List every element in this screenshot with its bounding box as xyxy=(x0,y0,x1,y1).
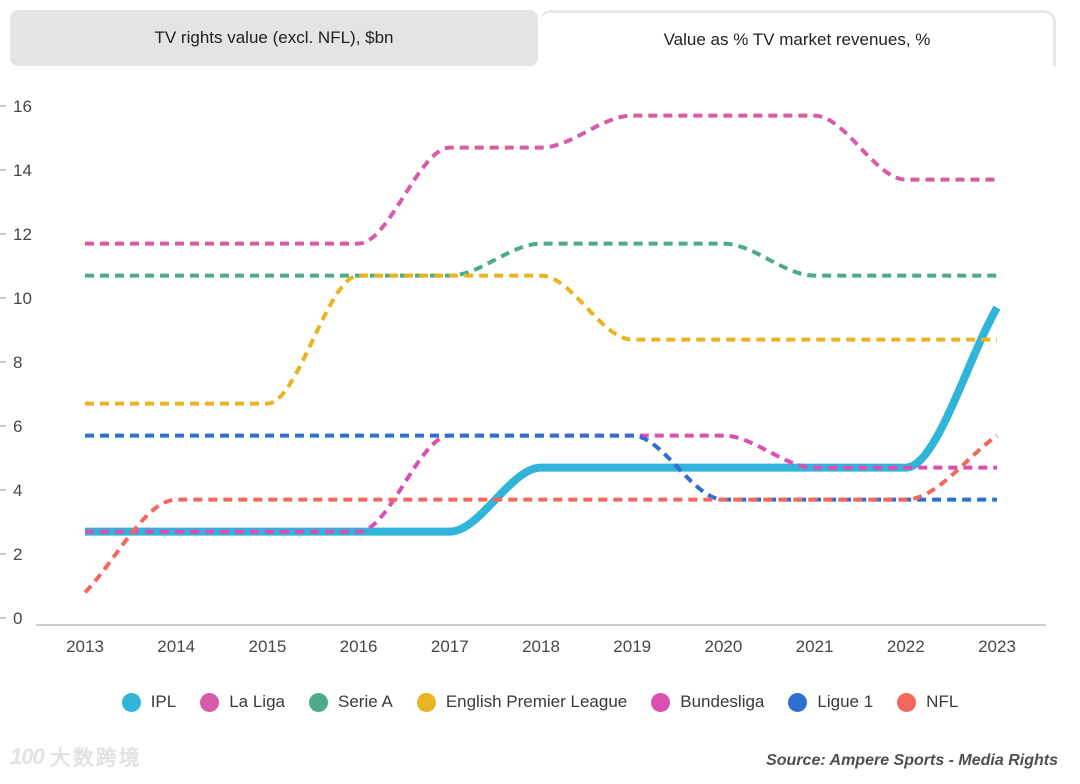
legend: IPL La Liga Serie A English Premier League B… xyxy=(0,684,1080,720)
legend-item-ipl[interactable]: IPL xyxy=(121,692,177,712)
y-tick-label: 16 xyxy=(13,97,32,116)
legend-dot-nfl xyxy=(897,692,917,712)
legend-label: Ligue 1 xyxy=(817,692,874,711)
tab-bar: TV rights value (excl. NFL), $bn Value a… xyxy=(0,0,1080,66)
watermark-logo: 100 xyxy=(10,744,45,769)
legend-item-bundesliga[interactable]: Bundesliga xyxy=(651,692,764,712)
series-line-bundesliga xyxy=(85,433,997,534)
x-tick-label: 2014 xyxy=(157,637,195,656)
y-tick-label: 0 xyxy=(13,609,22,628)
series-line-nfl xyxy=(83,433,999,594)
x-tick-label: 2019 xyxy=(613,637,651,656)
legend-item-serie-a[interactable]: Serie A xyxy=(309,692,393,712)
series-line-la-liga xyxy=(84,113,998,246)
y-tick-label: 12 xyxy=(13,225,32,244)
legend-dot-english-premier-league xyxy=(416,692,436,712)
legend-label: NFL xyxy=(926,692,959,711)
x-tick-label: 2020 xyxy=(704,637,742,656)
legend-label: Bundesliga xyxy=(680,692,765,711)
x-tick-label: 2021 xyxy=(796,637,834,656)
y-tick-label: 4 xyxy=(13,481,22,500)
legend-dot-ipl xyxy=(121,692,141,712)
chart-area: 0 2 4 6 8 10 12 14 16 2013 2014 2015 2016 2017 2018 201… xyxy=(0,66,1080,658)
legend-item-english-premier-league[interactable]: English Premier League xyxy=(416,692,628,712)
tab-tv-rights-value[interactable]: TV rights value (excl. NFL), $bn xyxy=(10,10,538,66)
series-line-serie-a xyxy=(85,241,998,278)
legend-label: La Liga xyxy=(229,692,285,711)
line-chart: 0 2 4 6 8 10 12 14 16 2013 2014 2015 2016 2017 2018 201… xyxy=(0,97,1046,656)
legend-label: English Premier League xyxy=(445,692,628,711)
legend-dot-la-liga xyxy=(200,692,220,712)
y-tick-label: 10 xyxy=(13,289,32,308)
legend-item-la-liga[interactable]: La Liga xyxy=(200,692,285,712)
tab-label: Value as % TV market revenues, % xyxy=(663,29,931,49)
watermark: 100 大数跨境 xyxy=(10,742,142,772)
legend-item-nfl[interactable]: NFL xyxy=(897,692,958,712)
x-tick-label: 2018 xyxy=(522,637,560,656)
legend-label: Serie A xyxy=(338,692,393,711)
legend-dot-serie-a xyxy=(309,692,328,712)
x-tick-label: 2023 xyxy=(978,637,1016,656)
y-tick-label: 6 xyxy=(13,417,22,436)
y-tick-label: 14 xyxy=(13,161,32,180)
legend-dot-bundesliga xyxy=(651,692,671,712)
legend-label: IPL xyxy=(150,692,177,711)
watermark-text: 大数跨境 xyxy=(49,747,142,770)
y-tick-label: 2 xyxy=(13,545,22,564)
y-tick-label: 8 xyxy=(13,353,22,372)
x-tick-label: 2022 xyxy=(887,637,925,656)
x-tick-label: 2017 xyxy=(431,637,469,656)
legend-item-ligue-1[interactable]: Ligue 1 xyxy=(788,692,873,712)
x-tick-label: 2013 xyxy=(66,637,104,656)
series-line-english-premier-league xyxy=(85,273,998,406)
tab-label: TV rights value (excl. NFL), $bn xyxy=(154,28,394,47)
legend-dot-ligue-1 xyxy=(788,692,808,712)
x-tick-label: 2016 xyxy=(340,637,378,656)
x-tick-label: 2015 xyxy=(248,637,286,656)
series-line-ligue-1 xyxy=(85,433,997,502)
tab-value-percent-tv-market[interactable]: Value as % TV market revenues, % xyxy=(541,10,1056,66)
source-caption: Source: Ampere Sports - Media Rights xyxy=(766,752,1058,769)
